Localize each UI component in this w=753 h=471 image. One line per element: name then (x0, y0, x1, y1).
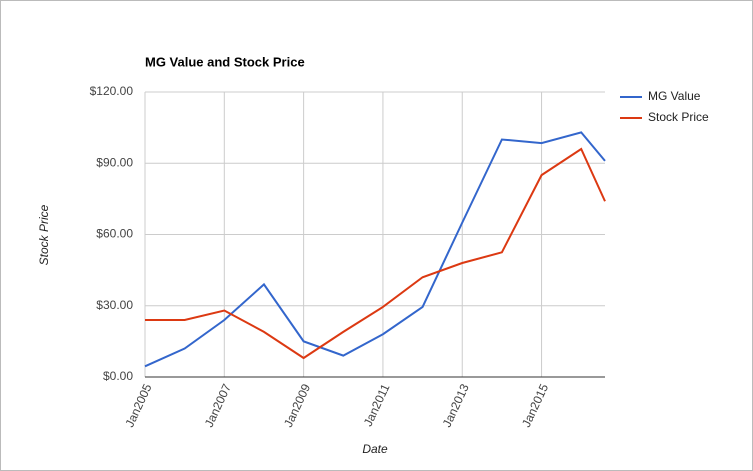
series-line (145, 147, 606, 360)
chart-title: MG Value and Stock Price (145, 54, 305, 69)
y-tick-label: $60.00 (96, 227, 133, 241)
y-tick-label: $30.00 (96, 298, 133, 312)
y-axis-label: Stock Price (37, 204, 51, 265)
series-line (144, 131, 606, 368)
x-axis-label: Date (362, 442, 388, 456)
y-tick-label: $90.00 (96, 155, 133, 169)
legend-label: MG Value (648, 89, 701, 103)
y-tick-label: $120.00 (90, 84, 134, 98)
legend-label: Stock Price (648, 110, 709, 124)
y-tick-label: $0.00 (103, 369, 133, 383)
